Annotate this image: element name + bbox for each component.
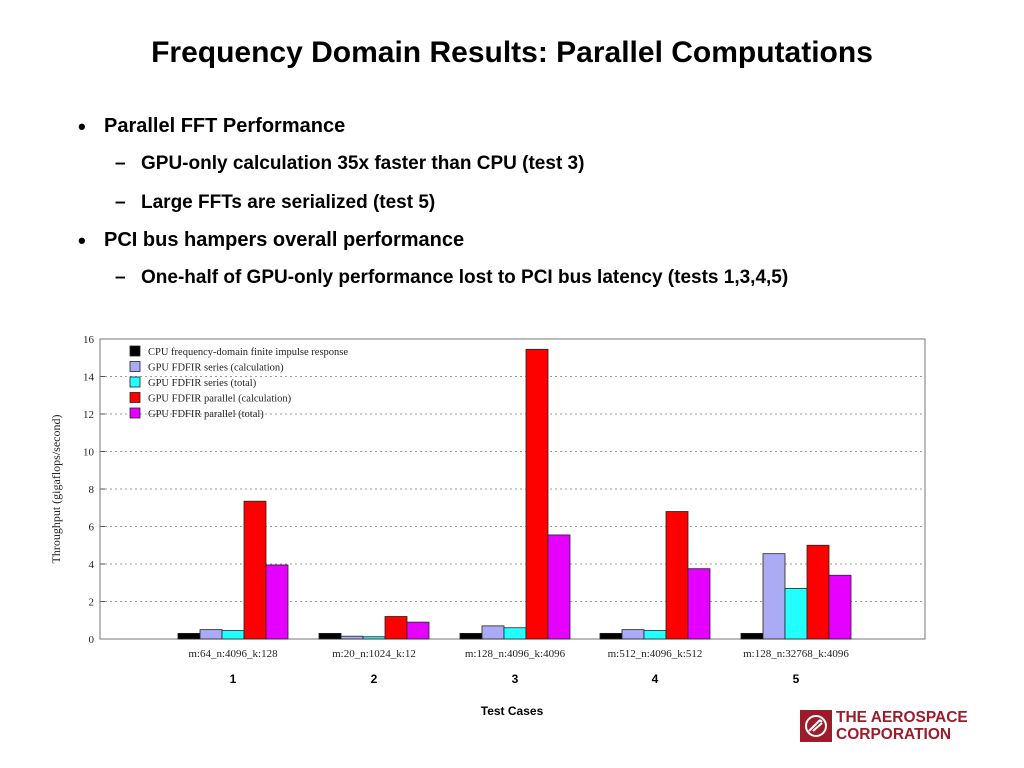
y-tick-label: 12 [83,409,94,421]
bullet-item-2: • PCI bus hampers overall performance [78,228,465,253]
bar [643,630,667,640]
legend-swatch [129,407,141,419]
legend-label: GPU FDFIR parallel (total) [148,409,264,420]
test-case-number: 4 [651,672,659,686]
bar [265,564,289,640]
y-tick-label: 8 [89,484,95,496]
bar [481,625,505,640]
test-case-number: 3 [511,672,519,686]
sub-bullet-2-1: – One-half of GPU-only performance lost … [115,267,789,289]
y-tick-label: 4 [89,559,95,571]
logo-emblem-icon [800,710,832,742]
legend-label: GPU FDFIR series (total) [148,378,257,389]
bar [599,632,623,640]
bar [762,553,786,640]
bar [459,632,483,640]
x-tick-label: m:128_n:32768_k:4096 [743,648,849,660]
bar [828,574,852,640]
legend-swatch [129,361,141,372]
logo-text: THE AEROSPACE CORPORATION [836,709,968,743]
sub-bullet-text: One-half of GPU-only performance lost to… [141,267,789,288]
test-case-number: 1 [229,672,237,686]
bar [340,635,364,640]
bullet-text: Parallel FFT Performance [104,115,346,137]
sub-dash: – [115,192,126,213]
bar [740,632,764,640]
legend-swatch [129,376,141,388]
y-tick-label: 0 [89,634,95,646]
x-tick-label: m:64_n:4096_k:128 [188,648,278,660]
bar [503,627,527,640]
bar [621,629,645,640]
company-logo: THE AEROSPACE CORPORATION [800,709,982,744]
bar [525,348,549,640]
bar [199,629,223,640]
y-tick-label: 16 [83,334,95,346]
y-axis-label: Throughput (gigaflops/second) [49,415,63,564]
test-case-number: 2 [370,672,378,686]
bullet-dot: • [78,114,86,139]
y-tick-label: 2 [89,597,95,609]
y-tick-label: 10 [83,447,95,459]
bar [547,534,571,640]
bullet-item-1: • Parallel FFT Performance [78,114,346,139]
x-tick-label: m:20_n:1024_k:12 [332,648,416,660]
bar [221,630,245,640]
bar [687,568,711,640]
legend-label: GPU FDFIR series (calculation) [148,363,284,374]
bar [243,500,267,640]
x-tick-label: m:128_n:4096_k:4096 [465,648,566,660]
sub-bullet-text: Large FFTs are serialized (test 5) [141,192,436,213]
sub-bullet-1-1: – GPU-only calculation 35x faster than C… [115,153,585,175]
sub-bullet-1-2: – Large FFTs are serialized (test 5) [115,192,436,214]
bar [784,587,808,640]
bar [318,632,342,640]
bar [406,621,430,640]
sub-dash: – [115,267,126,288]
test-case-number: 5 [792,672,800,686]
sub-dash: – [115,153,126,174]
bar [384,616,408,640]
bar [177,632,201,640]
slide-title: Frequency Domain Results: Parallel Compu… [151,36,873,69]
throughput-chart: 0 2 4 6 8 10 12 14 16 Throughput (gigaflops/secon… [49,334,926,660]
logo-line1: THE AEROSPACE [836,709,968,726]
x-tick-label: m:512_n:4096_k:512 [608,648,703,660]
legend-swatch [129,345,141,357]
logo-line2: CORPORATION [836,726,952,743]
x-axis-title: Test Cases [480,704,544,718]
bar [806,544,830,640]
bar [362,636,386,640]
legend-label: GPU FDFIR parallel (calculation) [148,394,292,405]
y-tick-label: 6 [89,522,95,534]
bar [665,511,689,640]
y-tick-label: 14 [83,372,95,384]
sub-bullet-text: GPU-only calculation 35x faster than CPU… [141,153,585,174]
bullet-text: PCI bus hampers overall performance [104,229,465,251]
legend-swatch [129,392,141,403]
bullet-dot: • [78,228,86,253]
legend-label: CPU frequency-domain finite impulse resp… [148,347,348,358]
